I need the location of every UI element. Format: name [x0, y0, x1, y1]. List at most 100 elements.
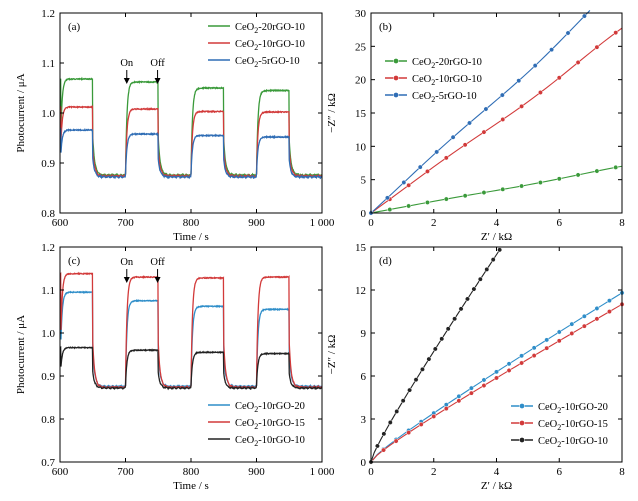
- x-tick-label: 6: [557, 217, 563, 229]
- legend-label: CeO2-10rGO-10: [538, 436, 608, 449]
- series-line: [371, 250, 500, 462]
- data-point: [485, 267, 489, 271]
- x-tick-label: 0: [368, 466, 374, 478]
- figure-canvas: 600 700 800 900 1 0000.80.91.01.11.2Time / s…: [0, 0, 638, 501]
- x-tick-label: 4: [494, 217, 500, 229]
- legend-marker: [393, 58, 398, 63]
- legend-label-rest: -10rGO-10: [561, 436, 608, 447]
- data-point: [388, 420, 392, 424]
- data-point: [519, 361, 523, 365]
- data-point: [482, 190, 486, 194]
- data-point: [482, 130, 486, 134]
- legend-marker: [519, 437, 524, 442]
- data-point: [482, 383, 486, 387]
- x-tick-label: 1 000: [310, 466, 335, 478]
- data-point: [478, 277, 482, 281]
- x-axis-label: Z′ / kΩ: [481, 480, 512, 492]
- data-point: [582, 314, 586, 318]
- legend-marker: [393, 75, 398, 80]
- panel-label: (c): [68, 255, 81, 267]
- data-point: [576, 173, 580, 177]
- data-point: [614, 165, 618, 169]
- data-point: [549, 47, 553, 51]
- x-tick-label: 700: [117, 466, 134, 478]
- y-axis-label: −Z″ / kΩ: [326, 93, 338, 133]
- legend-label-main: CeO: [235, 56, 255, 67]
- data-point: [406, 430, 410, 434]
- legend-label-rest: -10rGO-10: [258, 435, 305, 446]
- x-tick-label: 4: [494, 466, 500, 478]
- data-point: [494, 370, 498, 374]
- data-point: [545, 338, 549, 342]
- data-point: [432, 414, 436, 418]
- legend-label: CeO2-10rGO-10: [412, 74, 482, 87]
- legend-label-rest: -10rGO-10: [435, 74, 482, 85]
- data-point: [557, 76, 561, 80]
- annotation-arrowhead: [124, 277, 130, 283]
- legend-label: CeO2-5rGO-10: [412, 91, 477, 104]
- chart-panel: 0 2 4 6 8051015202530Z′ / kΩ−Z″ / kΩ(b)CeO2-…: [326, 8, 625, 243]
- y-tick-label: 20: [355, 75, 367, 87]
- data-point: [538, 90, 542, 94]
- data-point: [419, 422, 423, 426]
- annotation-label: On: [120, 257, 134, 268]
- data-point: [482, 378, 486, 382]
- data-point: [519, 354, 523, 358]
- data-point: [467, 121, 471, 125]
- data-point: [595, 169, 599, 173]
- y-tick-label: 0: [361, 208, 367, 220]
- data-point: [382, 432, 386, 436]
- data-point: [595, 317, 599, 321]
- y-tick-label: 25: [355, 41, 367, 53]
- data-point: [463, 194, 467, 198]
- data-point: [519, 184, 523, 188]
- y-tick-label: 3: [361, 414, 367, 426]
- data-point: [463, 143, 467, 147]
- legend-label-main: CeO: [235, 401, 255, 412]
- panel-label: (a): [68, 21, 81, 33]
- legend-label-rest: -10rGO-20: [561, 402, 608, 413]
- data-point: [444, 197, 448, 201]
- data-point: [414, 377, 418, 381]
- data-point: [570, 322, 574, 326]
- annotation-label: On: [120, 58, 134, 69]
- data-point: [533, 63, 537, 67]
- y-tick-label: 1.0: [41, 108, 55, 120]
- y-axis-label: Photocurrent / μA: [15, 315, 27, 394]
- x-tick-label: 800: [183, 217, 200, 229]
- legend-label-main: CeO: [235, 435, 255, 446]
- panel-label: (b): [379, 21, 392, 33]
- legend-label-rest: -10rGO-15: [561, 419, 608, 430]
- annotation-label: Off: [150, 257, 165, 268]
- data-point: [595, 306, 599, 310]
- legend-label-main: CeO: [538, 436, 558, 447]
- y-tick-label: 30: [355, 8, 367, 20]
- data-point: [532, 346, 536, 350]
- legend-label-rest: -10rGO-15: [258, 418, 305, 429]
- legend-label-main: CeO: [235, 39, 255, 50]
- data-point: [394, 439, 398, 443]
- legend-label-main: CeO: [538, 419, 558, 430]
- x-tick-label: 900: [248, 466, 265, 478]
- y-tick-label: 0.9: [41, 158, 55, 170]
- data-point: [497, 248, 501, 252]
- y-tick-label: 1.0: [41, 328, 55, 340]
- y-tick-label: 1.2: [41, 242, 55, 254]
- x-tick-label: 8: [619, 466, 625, 478]
- y-tick-label: 10: [355, 141, 367, 153]
- data-point: [457, 394, 461, 398]
- legend-label-rest: -10rGO-10: [258, 39, 305, 50]
- legend-label: CeO2-10rGO-15: [235, 418, 305, 431]
- legend-label-main: CeO: [412, 74, 432, 85]
- data-point: [582, 14, 586, 18]
- legend-label: CeO2-5rGO-10: [235, 56, 300, 69]
- x-tick-label: 900: [248, 217, 265, 229]
- y-tick-label: 0: [361, 457, 367, 469]
- data-point: [491, 257, 495, 261]
- legend-label-rest: -10rGO-20: [258, 401, 305, 412]
- data-point: [501, 187, 505, 191]
- data-point: [388, 207, 392, 211]
- legend-label: CeO2-10rGO-20: [235, 401, 305, 414]
- y-tick-label: 0.9: [41, 371, 55, 383]
- data-point: [557, 339, 561, 343]
